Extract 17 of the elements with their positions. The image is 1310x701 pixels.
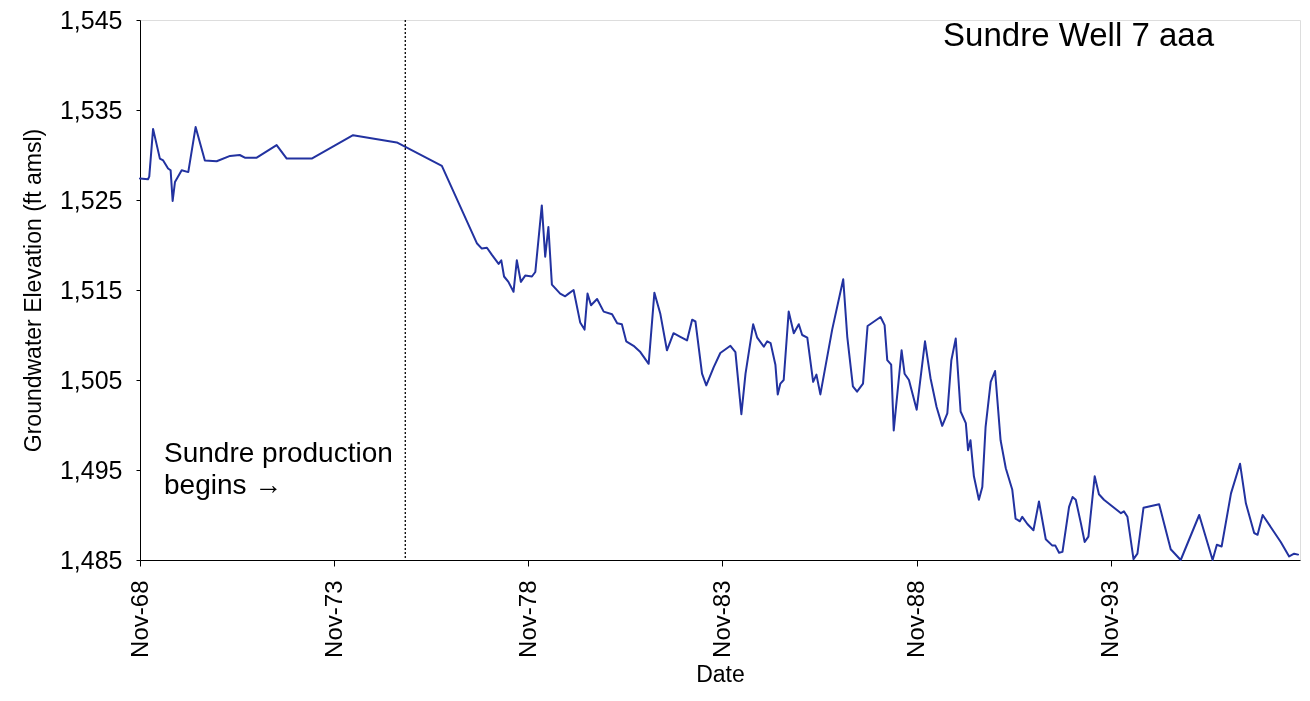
y-tick-label: 1,535 — [59, 95, 123, 124]
x-tick-label: Nov-68 — [125, 580, 153, 658]
y-tick-label: 1,495 — [59, 455, 123, 484]
ref-line-label: Sundre production begins → — [164, 437, 393, 500]
x-tick-label: Nov-88 — [902, 580, 930, 658]
x-tick-label: Nov-73 — [319, 580, 347, 658]
x-axis-title: Date — [696, 660, 745, 687]
x-tick-label: Nov-93 — [1096, 580, 1124, 658]
chart-title: Sundre Well 7 aaa — [943, 16, 1215, 53]
x-tick-label: Nov-83 — [707, 580, 735, 658]
x-tick-label: Nov-78 — [513, 580, 541, 658]
y-tick-label: 1,485 — [59, 545, 123, 574]
y-tick-label: 1,545 — [59, 5, 123, 34]
y-tick-label: 1,515 — [59, 275, 123, 304]
y-axis-title: Groundwater Elevation (ft amsl) — [19, 128, 46, 453]
y-tick-label: 1,505 — [59, 365, 123, 394]
y-tick-label: 1,525 — [59, 185, 123, 214]
